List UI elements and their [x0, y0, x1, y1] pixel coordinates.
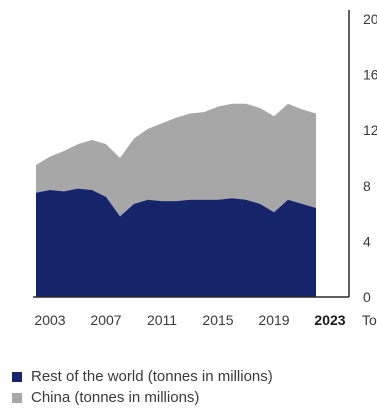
area-rest-of-world — [36, 188, 316, 297]
y-tick-label: 0 — [363, 289, 371, 305]
legend: Rest of the world (tonnes in millions) C… — [12, 366, 273, 408]
x-tick-label: 2003 — [34, 312, 65, 328]
y-tick-label: 20 — [363, 11, 377, 27]
legend-item-china: China (tonnes in millions) — [12, 387, 273, 408]
area-layer — [36, 103, 316, 297]
y-tick-label: 16 — [363, 67, 377, 83]
legend-item-rest-of-world: Rest of the world (tonnes in millions) — [12, 366, 273, 387]
x-tick-label: 2019 — [258, 312, 289, 328]
legend-swatch-rest-of-world — [12, 371, 22, 382]
x-tick-label: 2011 — [147, 312, 177, 328]
y-tick-label: 4 — [363, 233, 371, 249]
y-tick-label: 12 — [363, 122, 377, 138]
x-tick-label: 2007 — [90, 312, 121, 328]
x-tick-label: 2023 — [314, 312, 345, 328]
x-tick-label: 2015 — [202, 312, 233, 328]
y-tick-label: 8 — [363, 178, 371, 194]
legend-label-china: China (tonnes in millions) — [31, 389, 200, 406]
x-tick-label: To — [362, 312, 377, 328]
area-china — [36, 103, 316, 217]
legend-label-rest-of-world: Rest of the world (tonnes in millions) — [31, 368, 273, 385]
y-axis-ticks: 0 4 8 12 16 20 — [363, 11, 377, 305]
stacked-area-chart: 0 4 8 12 16 20 2003 2007 2011 2015 2019 2023 To — [33, 10, 377, 328]
x-axis-ticks: 2003 2007 2011 2015 2019 2023 To — [34, 312, 377, 328]
legend-swatch-china — [12, 392, 22, 403]
